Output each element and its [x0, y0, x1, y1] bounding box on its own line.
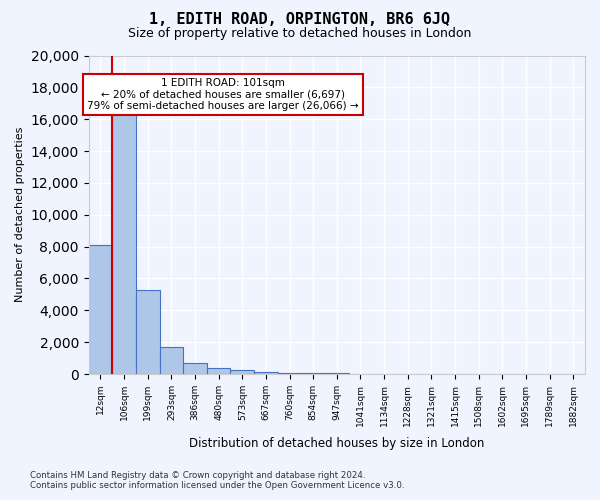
Text: 1, EDITH ROAD, ORPINGTON, BR6 6JQ: 1, EDITH ROAD, ORPINGTON, BR6 6JQ	[149, 12, 451, 28]
Bar	[160, 347, 183, 374]
Bar	[136, 290, 160, 374]
Bar	[254, 372, 278, 374]
Bar	[230, 370, 254, 374]
Bar	[112, 104, 136, 374]
Bar	[301, 373, 325, 374]
Bar	[89, 245, 112, 374]
Text: 1 EDITH ROAD: 101sqm
← 20% of detached houses are smaller (6,697)
79% of semi-de: 1 EDITH ROAD: 101sqm ← 20% of detached h…	[87, 78, 358, 111]
Bar	[278, 372, 301, 374]
Text: Size of property relative to detached houses in London: Size of property relative to detached ho…	[128, 28, 472, 40]
Y-axis label: Number of detached properties: Number of detached properties	[15, 127, 25, 302]
Bar	[183, 363, 207, 374]
Bar	[207, 368, 230, 374]
Text: Contains HM Land Registry data © Crown copyright and database right 2024.
Contai: Contains HM Land Registry data © Crown c…	[30, 470, 404, 490]
X-axis label: Distribution of detached houses by size in London: Distribution of detached houses by size …	[189, 437, 485, 450]
